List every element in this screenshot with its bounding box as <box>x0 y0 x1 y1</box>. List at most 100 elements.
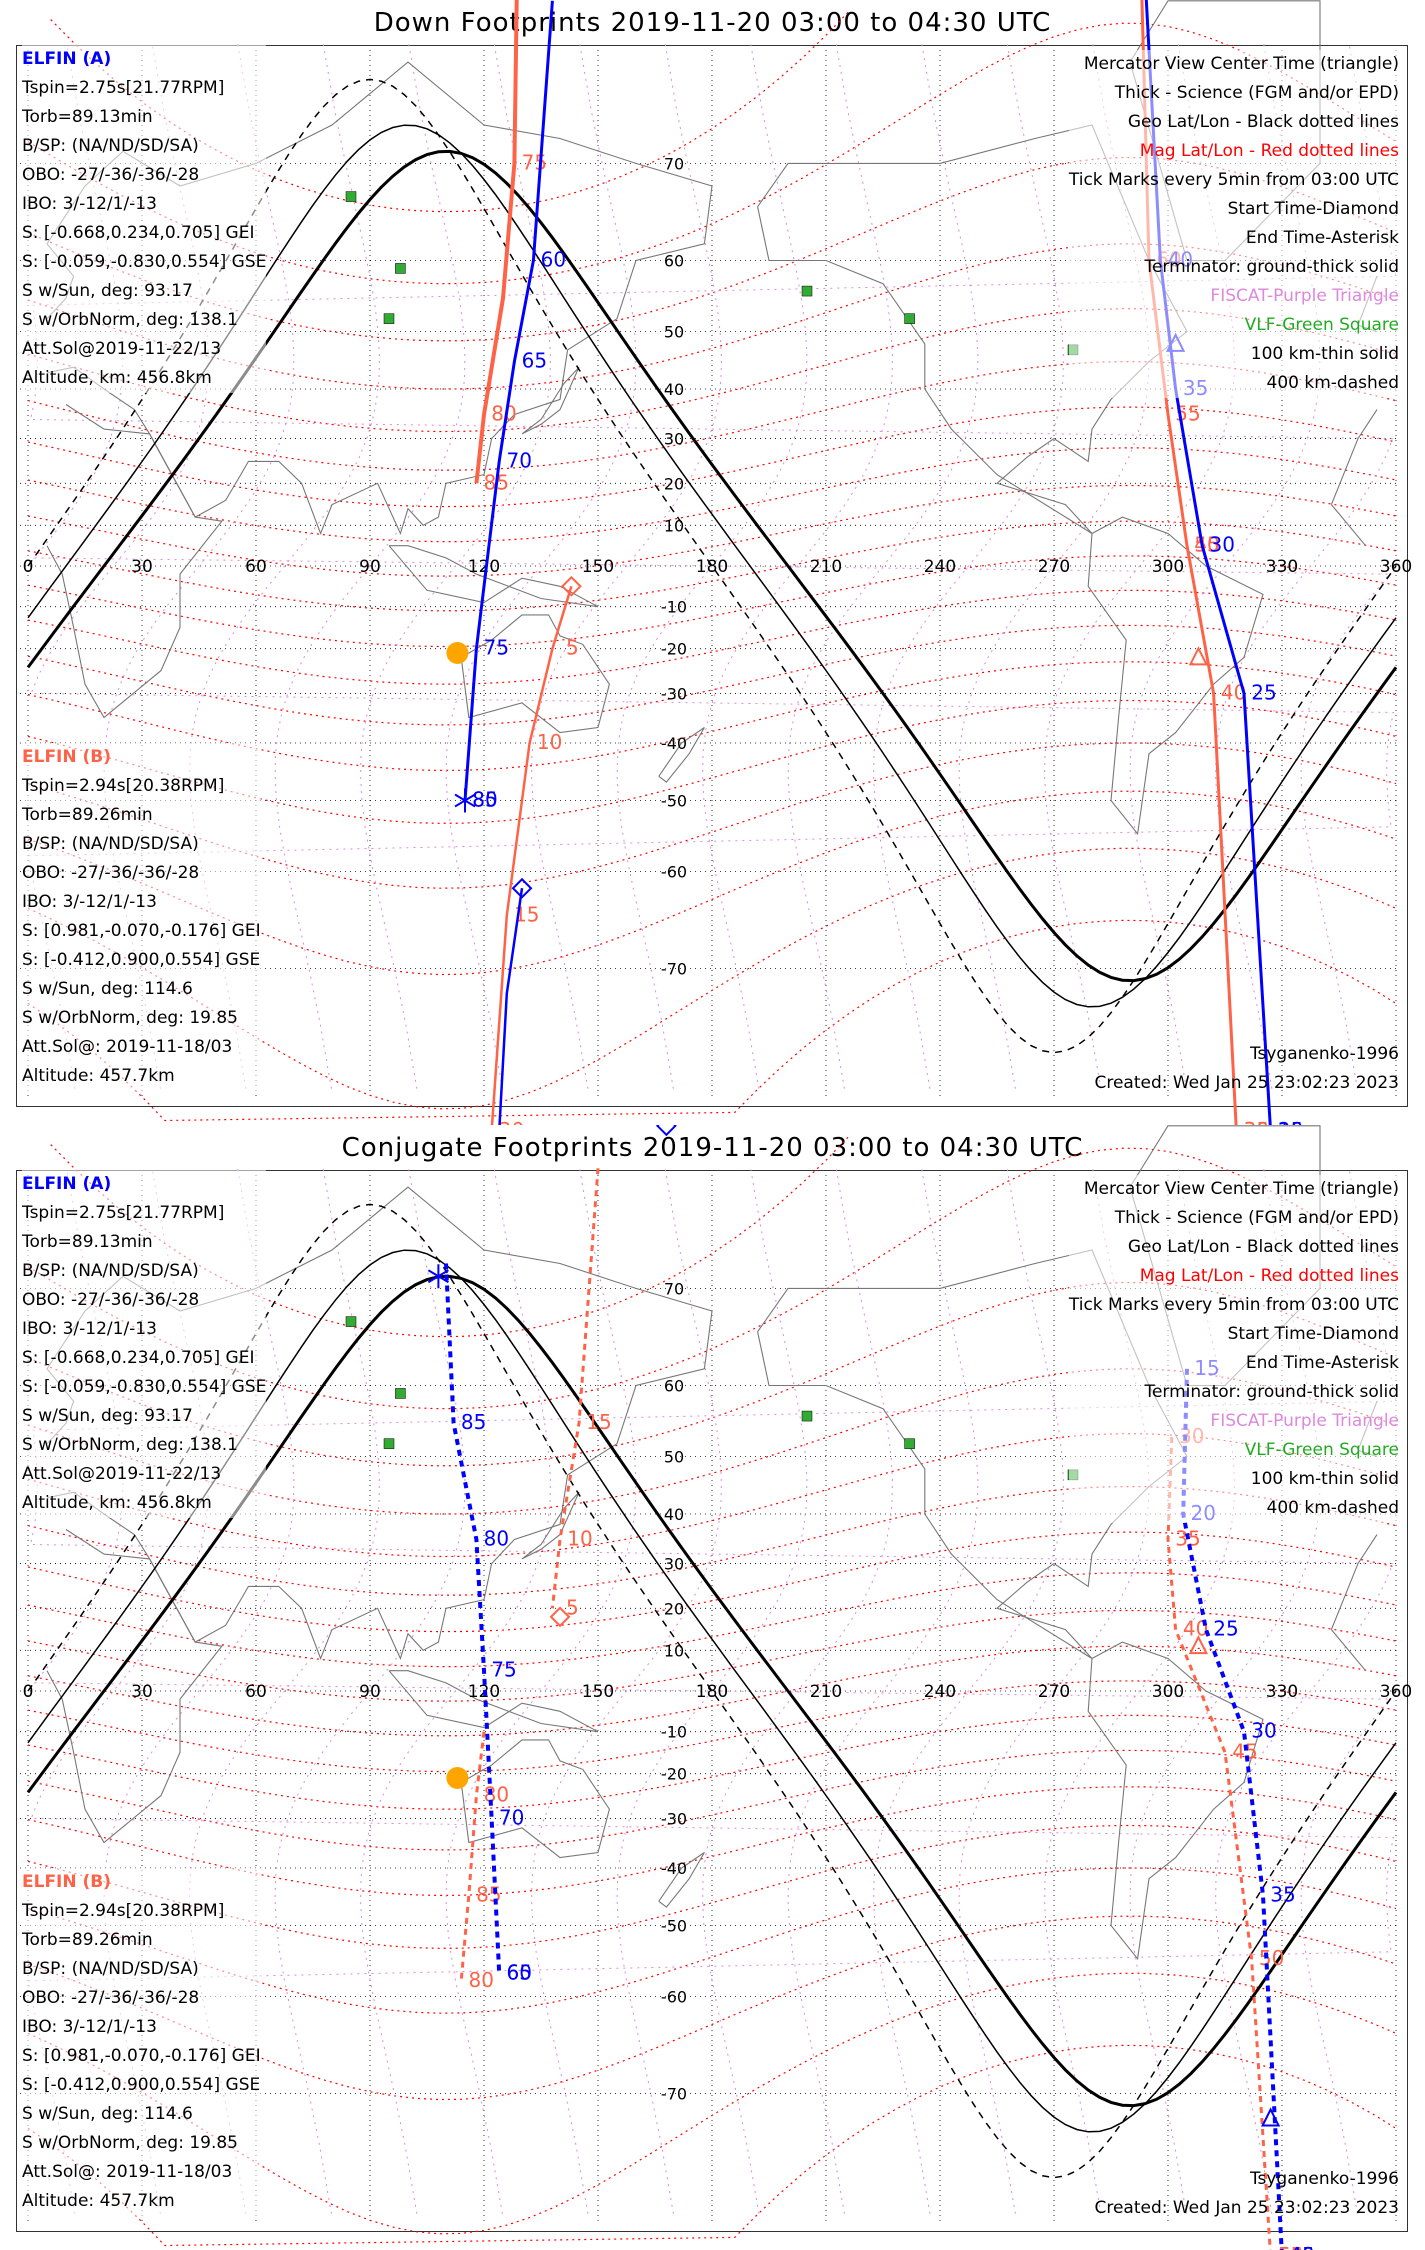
tick-label: 70 <box>499 1805 524 1829</box>
tick-label: 35 <box>1244 1118 1269 1125</box>
mag-latitude-line <box>27 1645 1397 1737</box>
vlf-green-square <box>904 313 915 324</box>
elfin-a-line: Altitude, km: 456.8km <box>22 1493 212 1513</box>
mag-latitude-line <box>27 1714 1397 1810</box>
mag-meridian-line <box>873 43 1064 1089</box>
tick-label: 25 <box>1251 680 1276 704</box>
footer: Tsyganenko-1996 Created: Wed Jan 25 23:0… <box>1094 2165 1399 2223</box>
tick-label: 30 <box>1251 1719 1276 1743</box>
tick-label: 60 <box>541 247 566 271</box>
mag-latitude-line <box>27 1915 1397 2101</box>
lat-tick-label: 70 <box>664 154 684 173</box>
lon-tick-label: 150 <box>582 1682 614 1702</box>
mag-latitude-line <box>27 520 1397 612</box>
lat-tick-label: -50 <box>661 791 687 810</box>
elfin-b-line: IBO: 3/-12/1/-13 <box>22 892 157 912</box>
elfin-a-line: IBO: 3/-12/1/-13 <box>22 194 157 214</box>
tick-label: 45 <box>1194 533 1219 557</box>
tick-label: 30 <box>1244 1118 1269 1125</box>
coastline <box>388 1670 599 1733</box>
tick-label: 75 <box>522 150 547 174</box>
legend: Mercator View Center Time (triangle) Thi… <box>1068 1175 1399 1523</box>
elfin-a-line: S: [-0.668,0.234,0.705] GEI <box>22 1348 255 1368</box>
elfin-b-line: B/SP: (NA/ND/SD/SA) <box>22 1959 199 1979</box>
tick-label: 10 <box>567 1527 592 1551</box>
down-footprints-panel: Down Footprints 2019-11-20 03:00 to 04:3… <box>16 0 1412 1125</box>
elfin-b-line: S: [-0.412,0.900,0.554] GSE <box>22 950 261 970</box>
elfin-a-line: S w/Sun, deg: 93.17 <box>22 1406 193 1426</box>
coastline <box>460 614 610 734</box>
elfin-a-line: Altitude, km: 456.8km <box>22 368 212 388</box>
lon-tick-label: 270 <box>1038 1682 1070 1702</box>
mag-meridian-line <box>531 43 722 1089</box>
legend-item: Thick - Science (FGM and/or EPD) <box>1114 1208 1399 1228</box>
lon-tick-label: 210 <box>810 557 842 577</box>
tick-label: 60 <box>506 1960 531 1984</box>
elfin-b-line: Tspin=2.94s[20.38RPM] <box>22 1901 225 1921</box>
panel-title: Conjugate Footprints 2019-11-20 03:00 to… <box>341 1133 1084 1163</box>
legend-item: FISCAT-Purple Triangle <box>1210 286 1399 306</box>
lat-tick-label: -10 <box>661 1723 687 1742</box>
elfin-b-line: S w/Sun, deg: 114.6 <box>22 979 193 999</box>
lat-tick-label: -70 <box>661 2085 687 2104</box>
sun-icon <box>446 1767 469 1790</box>
mag-meridian-line <box>616 43 808 1089</box>
elfin-b-info: ELFIN (B) Tspin=2.94s[20.38RPM] Torb=89.… <box>22 1868 261 2216</box>
mag-meridian-line <box>1044 1168 1235 2214</box>
elfin-a-line: Tspin=2.75s[21.77RPM] <box>22 78 225 98</box>
mag-latitude-line <box>27 447 1397 543</box>
elfin-b-line: Torb=89.26min <box>22 805 153 825</box>
mag-meridian-line <box>274 1168 466 2214</box>
mag-latitude-line <box>27 484 1397 577</box>
elfin-a-line: OBO: -27/-36/-36/-28 <box>22 165 200 185</box>
elfin-b-line: OBO: -27/-36/-36/-28 <box>22 1988 200 2008</box>
mag-latitude-line <box>27 790 1397 976</box>
tick-label: 40 <box>1289 2243 1314 2250</box>
legend-item: FISCAT-Purple Triangle <box>1210 1411 1399 1431</box>
lat-tick-label: -40 <box>661 734 687 753</box>
legend-item: 100 km-thin solid <box>1250 344 1399 364</box>
elfin-b-line: Altitude: 457.7km <box>22 2191 175 2211</box>
lon-tick-label: 90 <box>359 557 381 577</box>
legend-item: Geo Lat/Lon - Black dotted lines <box>1127 112 1399 132</box>
elfin-b-line: Altitude: 457.7km <box>22 1066 175 1086</box>
coastline <box>46 404 1378 719</box>
elfin-b-line: S: [0.981,-0.070,-0.176] GEI <box>22 921 261 941</box>
elfin-b-label: ELFIN (B) <box>22 1872 112 1892</box>
tick-label: 55 <box>1278 2243 1303 2250</box>
tick-label: 75 <box>484 636 509 660</box>
elfin-a-track <box>444 1263 502 1974</box>
mag-latitude-line <box>50 1136 850 1338</box>
elfin-a-line: Torb=89.13min <box>22 1232 153 1252</box>
legend-item: Mag Lat/Lon - Red dotted lines <box>1139 141 1399 161</box>
tick-label: 80 <box>472 787 497 811</box>
lon-tick-label: 300 <box>1152 557 1184 577</box>
mag-meridian-line <box>958 43 1150 1089</box>
lat-tick-label: 10 <box>664 516 684 535</box>
tick-label: 80 <box>484 1527 509 1551</box>
elfin-b-label: ELFIN (B) <box>22 747 112 767</box>
vlf-green-square <box>395 263 406 274</box>
lon-tick-label: 210 <box>810 1682 842 1702</box>
sun-icon <box>446 642 469 665</box>
tick-label: 85 <box>461 1410 486 1434</box>
created-timestamp: Created: Wed Jan 25 23:02:23 2023 <box>1094 2198 1399 2218</box>
legend-item: Tick Marks every 5min from 03:00 UTC <box>1068 170 1399 190</box>
lat-tick-label: -60 <box>661 1988 687 2007</box>
elfin-b-track <box>459 1731 486 1981</box>
tick-label: 80 <box>468 1968 493 1992</box>
lon-tick-label: 30 <box>131 1682 153 1702</box>
lon-tick-label: 60 <box>245 1682 267 1702</box>
tick-label: 15 <box>1278 1118 1303 1125</box>
elfin-a-line: S: [-0.668,0.234,0.705] GEI <box>22 223 255 243</box>
elfin-a-info: ELFIN (A) Tspin=2.75s[21.77RPM] Torb=89.… <box>22 45 267 393</box>
vlf-green-square <box>801 1410 813 1422</box>
center-triangle <box>1188 1634 1209 1655</box>
lat-tick-label: -30 <box>661 1809 687 1828</box>
elfin-b-line: Att.Sol@: 2019-11-18/03 <box>22 1037 233 1057</box>
coastline <box>46 1529 1378 1844</box>
legend-item: End Time-Asterisk <box>1245 1353 1399 1373</box>
elfin-a-line: OBO: -27/-36/-36/-28 <box>22 1290 200 1310</box>
elfin-b-track <box>490 585 573 1125</box>
mag-latitude-line <box>27 1433 1397 1558</box>
